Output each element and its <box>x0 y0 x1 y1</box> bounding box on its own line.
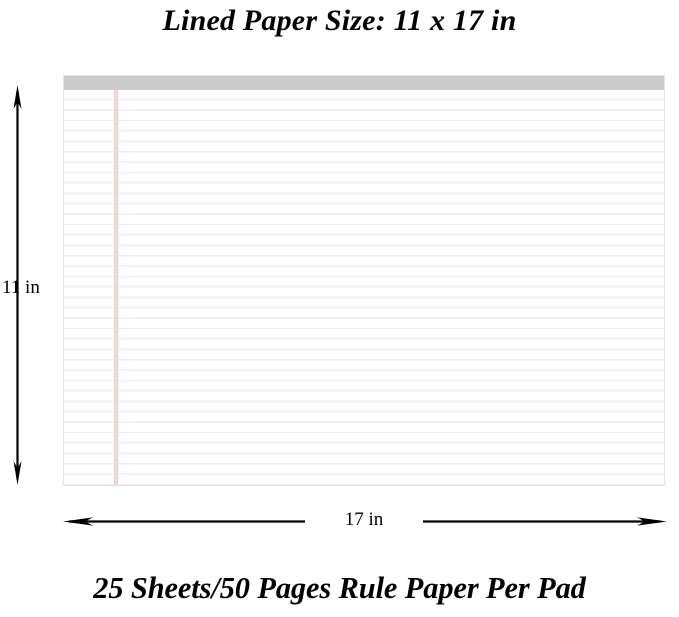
paper-rule-lines <box>64 90 664 485</box>
height-arrow-icon <box>13 85 22 485</box>
height-dimension-arrow <box>11 85 24 485</box>
page-title: Lined Paper Size: 11 x 17 in <box>162 4 517 37</box>
height-dimension-label: 11 in <box>2 277 40 298</box>
width-dimension-label: 17 in <box>305 509 423 531</box>
paper-red-margin-line <box>114 90 118 485</box>
lined-paper-sheet <box>63 75 665 486</box>
paper-glue-band <box>64 76 664 90</box>
page-caption: 25 Sheets/50 Pages Rule Paper Per Pad <box>93 570 586 605</box>
